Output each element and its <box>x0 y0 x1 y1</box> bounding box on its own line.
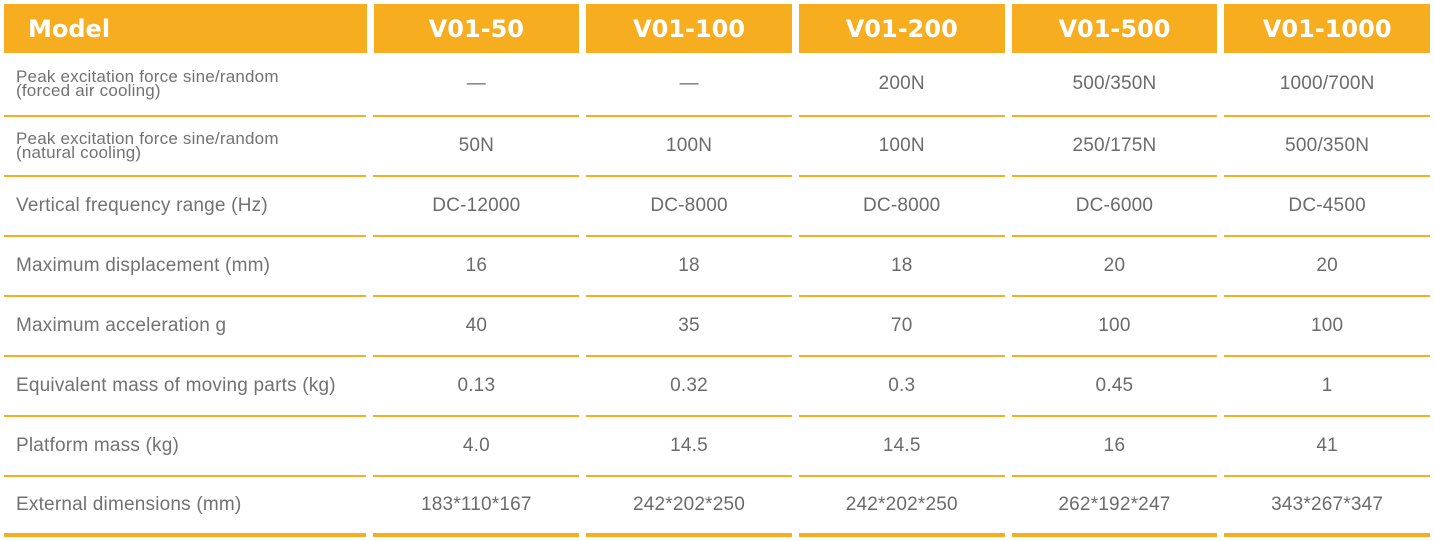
row-value: 183*110*167 <box>373 477 580 537</box>
row-value: 100N <box>586 117 792 177</box>
row-value: 200N <box>798 53 1005 117</box>
spec-table: Model V01-50 V01-100 V01-200 V01-500 V01… <box>4 4 1431 537</box>
row-label: Platform mass (kg) <box>4 417 367 477</box>
row-value: DC-8000 <box>798 177 1005 237</box>
row-value: 70 <box>798 297 1005 357</box>
row-value: 41 <box>1224 417 1430 477</box>
row-value: 18 <box>798 237 1005 297</box>
row-value: 500/350N <box>1011 53 1218 117</box>
row-value: 1 <box>1224 357 1430 417</box>
row-label: Peak excitation force sine/random (natur… <box>4 117 367 177</box>
row-value: 262*192*247 <box>1011 477 1218 537</box>
row-value: 20 <box>1224 237 1430 297</box>
row-value: 16 <box>373 237 580 297</box>
row-label: External dimensions (mm) <box>4 477 367 537</box>
table-row: Maximum acceleration g 40 35 70 100 100 <box>4 297 1430 357</box>
row-label-line1: Peak excitation force sine/random <box>16 129 279 148</box>
row-value: 50N <box>373 117 580 177</box>
row-label-line1: Peak excitation force sine/random <box>16 67 279 86</box>
table-row: Maximum displacement (mm) 16 18 18 20 20 <box>4 237 1430 297</box>
row-label: Vertical frequency range (Hz) <box>4 177 367 237</box>
row-value: 4.0 <box>373 417 580 477</box>
row-label: Maximum acceleration g <box>4 297 367 357</box>
table-row: Equivalent mass of moving parts (kg) 0.1… <box>4 357 1430 417</box>
row-value: 1000/700N <box>1224 53 1430 117</box>
row-value: 20 <box>1011 237 1218 297</box>
row-value: 500/350N <box>1224 117 1430 177</box>
row-value: — <box>586 53 792 117</box>
row-label: Maximum displacement (mm) <box>4 237 367 297</box>
row-value: 40 <box>373 297 580 357</box>
row-value: 0.32 <box>586 357 792 417</box>
row-value: 100 <box>1011 297 1218 357</box>
row-value: 100 <box>1224 297 1430 357</box>
row-label: Peak excitation force sine/random (force… <box>4 53 367 117</box>
row-value: 100N <box>798 117 1005 177</box>
row-value: DC-4500 <box>1224 177 1430 237</box>
row-value: — <box>373 53 580 117</box>
row-label: Equivalent mass of moving parts (kg) <box>4 357 367 417</box>
table-row: Vertical frequency range (Hz) DC-12000 D… <box>4 177 1430 237</box>
row-label-line2: (natural cooling) <box>16 143 142 162</box>
header-model-label: Model <box>4 4 367 53</box>
table-row: External dimensions (mm) 183*110*167 242… <box>4 477 1430 537</box>
row-value: 16 <box>1011 417 1218 477</box>
row-value: 14.5 <box>586 417 792 477</box>
row-value: 343*267*347 <box>1224 477 1430 537</box>
header-model-v01-200: V01-200 <box>798 4 1005 53</box>
row-value: 242*202*250 <box>586 477 792 537</box>
row-label-line2: (forced air cooling) <box>16 81 161 100</box>
header-model-v01-100: V01-100 <box>586 4 792 53</box>
row-value: 18 <box>586 237 792 297</box>
row-value: DC-8000 <box>586 177 792 237</box>
row-value: 0.13 <box>373 357 580 417</box>
row-value: 250/175N <box>1011 117 1218 177</box>
row-value: 0.45 <box>1011 357 1218 417</box>
row-value: 14.5 <box>798 417 1005 477</box>
row-value: DC-6000 <box>1011 177 1218 237</box>
table-row: Platform mass (kg) 4.0 14.5 14.5 16 41 <box>4 417 1430 477</box>
header-model-v01-1000: V01-1000 <box>1224 4 1431 53</box>
table-row: Peak excitation force sine/random (natur… <box>4 117 1430 177</box>
row-value: DC-12000 <box>373 177 580 237</box>
row-value: 242*202*250 <box>798 477 1005 537</box>
table-row: Peak excitation force sine/random (force… <box>4 53 1430 117</box>
table-header-row: Model V01-50 V01-100 V01-200 V01-500 V01… <box>4 4 1431 53</box>
row-value: 0.3 <box>798 357 1005 417</box>
row-value: 35 <box>586 297 792 357</box>
header-model-v01-500: V01-500 <box>1011 4 1218 53</box>
header-model-v01-50: V01-50 <box>373 4 580 53</box>
